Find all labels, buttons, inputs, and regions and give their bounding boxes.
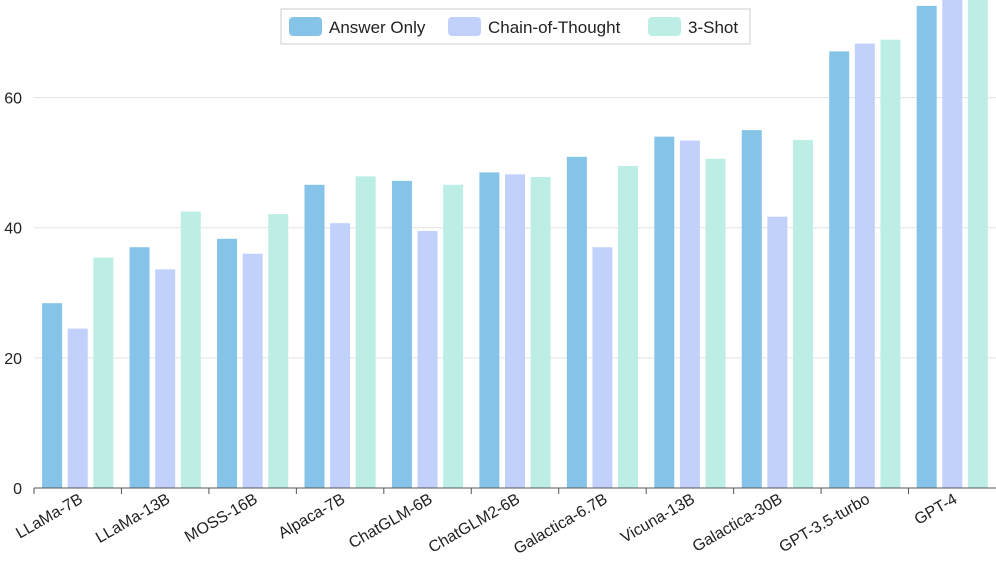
bar <box>942 0 963 488</box>
bar <box>705 158 726 488</box>
bar <box>566 156 587 488</box>
bar <box>268 214 289 488</box>
y-tick-label: 0 <box>13 481 22 498</box>
legend-label: Answer Only <box>329 18 426 37</box>
x-tick-label: Galactica-6.7B <box>511 491 610 558</box>
x-tick-label: ChatGLM-6B <box>346 491 435 552</box>
x-tick-label: ChatGLM2-6B <box>426 491 523 557</box>
x-tick-label: GPT-3.5-turbo <box>777 491 873 556</box>
bar <box>530 176 551 489</box>
bar <box>93 257 114 488</box>
bar <box>505 174 525 488</box>
bar <box>679 140 700 488</box>
bar <box>242 253 263 488</box>
x-tick-label: Vicuna-13B <box>618 491 698 547</box>
bars <box>42 0 988 489</box>
x-tick-label: LLaMa-7B <box>13 491 85 543</box>
bar <box>854 43 875 488</box>
bar <box>654 136 675 488</box>
bar <box>391 180 412 489</box>
legend-label: Chain-of-Thought <box>488 18 621 37</box>
bar <box>967 0 988 488</box>
legend-swatch <box>448 17 481 36</box>
x-tick-label: GPT-4 <box>912 491 961 529</box>
bar <box>355 176 376 488</box>
bar <box>42 303 63 488</box>
bar <box>792 139 813 489</box>
bar <box>217 238 238 488</box>
bar <box>129 247 150 488</box>
y-tick-label: 40 <box>4 221 22 238</box>
bar <box>330 223 351 489</box>
x-tick-label: Galactica-30B <box>690 491 786 556</box>
bar <box>916 5 937 489</box>
bar <box>304 184 325 488</box>
bar <box>592 247 613 488</box>
bar <box>618 165 639 489</box>
bar <box>829 51 850 488</box>
legend-label: 3-Shot <box>688 18 738 37</box>
bar <box>180 211 201 488</box>
legend-swatch <box>648 17 681 36</box>
bar <box>67 328 88 488</box>
bar <box>417 230 438 488</box>
bar <box>741 130 762 488</box>
bar <box>880 39 901 488</box>
y-tick-label: 20 <box>4 351 22 368</box>
y-tick-label: 60 <box>4 91 22 108</box>
bar <box>479 172 500 488</box>
legend-swatch <box>289 17 322 36</box>
bar <box>443 184 464 488</box>
legend: Answer Only Chain-of-Thought 3-Shot <box>280 8 751 45</box>
bar <box>767 216 788 488</box>
x-tick-label: MOSS-16B <box>182 491 261 546</box>
x-tick-label: LLaMa-13B <box>93 491 173 547</box>
bar <box>155 269 176 488</box>
x-tick-label: Alpaca-7B <box>276 491 348 543</box>
